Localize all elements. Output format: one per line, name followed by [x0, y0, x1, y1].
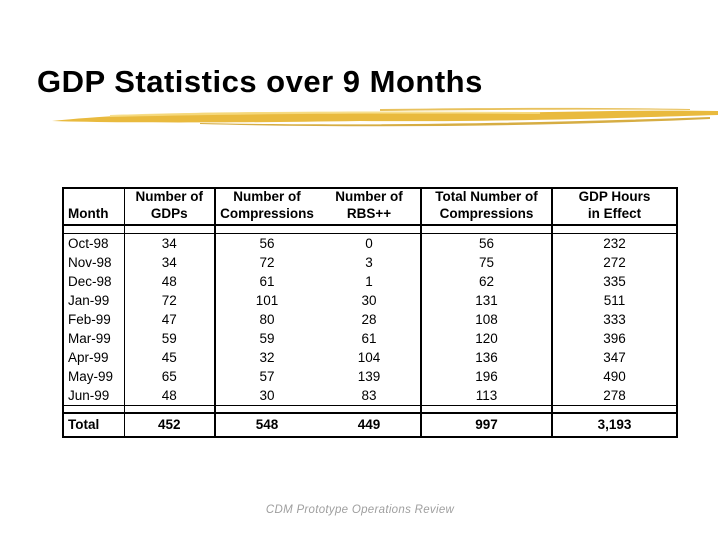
spacer-cell	[215, 225, 318, 234]
table-row: Nov-98 34 72 3 75 272	[62, 252, 678, 272]
header-number-of-rbs: Number of RBS++	[318, 187, 422, 226]
table-row: Oct-98 34 56 0 56 232	[62, 233, 678, 253]
total-compressions-cell: 108	[421, 309, 553, 329]
gdp-hours-cell: 347	[552, 347, 678, 367]
table-row: Feb-99 47 80 28 108 333	[62, 309, 678, 329]
table-row: May-99 65 57 139 196 490	[62, 366, 678, 386]
gdps-cell: 48	[124, 271, 216, 291]
compressions-cell: 72	[259, 254, 275, 270]
spacer-cell	[318, 225, 422, 234]
total-spacer-row	[62, 404, 678, 413]
rbs-cell: 28	[318, 309, 422, 329]
total-compressions-cell: 120	[421, 328, 553, 348]
header-month: Month	[62, 187, 125, 226]
rbs-cell: 30	[318, 290, 422, 310]
total-compressions-cell: 113	[421, 385, 553, 405]
month-cell: Jun-99	[62, 385, 125, 405]
header-gdp-hours-in-effect: GDP Hours in Effect	[552, 187, 678, 226]
compressions-cell: 61	[259, 273, 275, 289]
spacer-cell	[62, 404, 125, 413]
month-cell: Dec-98	[62, 271, 125, 291]
total-compressions-cell: 75	[421, 252, 553, 272]
total-compressions-cell: 196	[421, 366, 553, 386]
slide-title: GDP Statistics over 9 Months	[37, 64, 483, 99]
rbs-cell: 61	[318, 328, 422, 348]
gdp-hours-cell: 333	[552, 309, 678, 329]
rbs-cell: 0	[318, 233, 422, 253]
spacer-cell	[421, 404, 553, 413]
compressions-cell: 56	[259, 235, 275, 251]
yellow-brush-stroke	[52, 107, 718, 127]
gdps-cell: 59	[124, 328, 216, 348]
gdps-cell: 65	[124, 366, 216, 386]
table-row: Jun-99 48 30 83 113 278	[62, 385, 678, 405]
total-compressions-cell: 131	[421, 290, 553, 310]
header-total-number-of-compressions: Total Number of Compressions	[421, 187, 553, 226]
spacer-cell	[552, 404, 678, 413]
statistics-table-container: Month Number of GDPs Number of Compressi…	[62, 187, 678, 438]
gdp-hours-cell: 490	[552, 366, 678, 386]
compressions-cell: 30	[259, 387, 275, 403]
total-label-cell: Total	[62, 412, 125, 438]
total-gdp-hours-cell: 3,193	[552, 412, 678, 438]
gdps-cell: 48	[124, 385, 216, 405]
gdp-hours-cell: 272	[552, 252, 678, 272]
gdp-hours-cell: 511	[552, 290, 678, 310]
compressions-cell: 101	[255, 292, 279, 308]
total-gdps-cell: 452	[124, 412, 216, 438]
total-compressions-cell: 548	[215, 412, 318, 438]
spacer-cell	[318, 404, 422, 413]
slide-footer: CDM Prototype Operations Review	[265, 504, 455, 516]
month-cell: Nov-98	[62, 252, 125, 272]
spacer-cell	[421, 225, 553, 234]
month-cell: Mar-99	[62, 328, 125, 348]
compressions-cell: 80	[259, 311, 275, 327]
total-compressions-cell: 62	[421, 271, 553, 291]
gdp-hours-cell: 232	[552, 233, 678, 253]
month-cell: Apr-99	[62, 347, 125, 367]
rbs-cell: 1	[318, 271, 422, 291]
gdps-cell: 45	[124, 347, 216, 367]
month-cell: Feb-99	[62, 309, 125, 329]
month-cell: Oct-98	[62, 233, 125, 253]
spacer-cell	[62, 225, 125, 234]
rbs-cell: 104	[318, 347, 422, 367]
table-row: Dec-98 48 61 1 62 335	[62, 271, 678, 291]
gdp-hours-cell: 278	[552, 385, 678, 405]
gdp-statistics-table: Month Number of GDPs Number of Compressi…	[62, 187, 678, 438]
spacer-cell	[215, 404, 318, 413]
rbs-cell: 83	[318, 385, 422, 405]
gdps-cell: 34	[124, 233, 216, 253]
header-spacer-row	[62, 225, 678, 234]
spacer-cell	[124, 225, 216, 234]
table-row: Mar-99 59 59 61 120 396	[62, 328, 678, 348]
gdps-cell: 72	[124, 290, 216, 310]
compressions-cell: 32	[259, 349, 275, 365]
rbs-cell: 139	[318, 366, 422, 386]
compressions-cell: 57	[259, 368, 275, 384]
table-row: Apr-99 45 32 104 136 347	[62, 347, 678, 367]
total-total-compressions-cell: 997	[421, 412, 553, 438]
spacer-cell	[552, 225, 678, 234]
gdps-cell: 47	[124, 309, 216, 329]
gdps-cell: 34	[124, 252, 216, 272]
total-compressions-cell: 136	[421, 347, 553, 367]
month-cell: Jan-99	[62, 290, 125, 310]
month-cell: May-99	[62, 366, 125, 386]
compressions-cell: 59	[259, 330, 275, 346]
total-rbs-cell: 449	[318, 412, 422, 438]
gdp-hours-cell: 396	[552, 328, 678, 348]
total-compressions-cell: 56	[421, 233, 553, 253]
spacer-cell	[124, 404, 216, 413]
total-row: Total 452 548 449 997 3,193	[62, 412, 678, 438]
header-number-of-gdps: Number of GDPs	[124, 187, 216, 226]
rbs-cell: 3	[318, 252, 422, 272]
table-header-row: Month Number of GDPs Number of Compressi…	[62, 187, 678, 226]
gdp-hours-cell: 335	[552, 271, 678, 291]
table-row: Jan-99 72 101 30 131 511	[62, 290, 678, 310]
header-number-of-compressions: Number of Compressions	[215, 187, 318, 226]
